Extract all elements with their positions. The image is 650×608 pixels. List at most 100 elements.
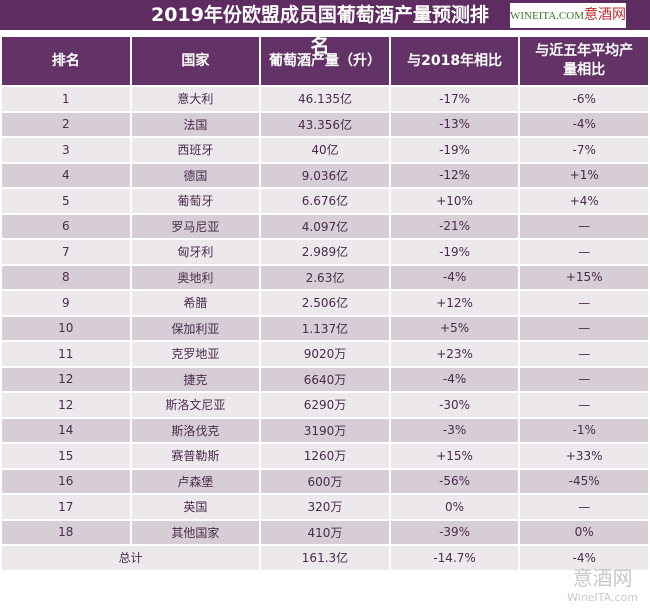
table-cell: — [518,365,650,393]
table-cell: 18 [0,518,132,546]
table-cell: 9 [0,289,132,317]
watermark: 意酒网 WineITA.com [567,568,638,604]
table-cell: +1% [518,161,650,189]
table-cell: 0% [518,518,650,546]
table-cell: 匈牙利 [129,238,262,266]
table-cell: -4% [388,365,521,393]
table-cell: -4% [518,110,650,138]
table-cell: 0% [388,493,521,521]
table-cell: -17% [388,85,521,113]
table-cell: 4.097亿 [259,212,391,240]
total-row: 总计 161.3亿 -14.7% -4% [0,544,650,572]
ranking-table: 排名 国家 葡萄酒产量（升） 与2018年相比 与近五年平均产量相比 1 意大利 46.13… [0,35,650,572]
table-cell: -19% [388,238,521,266]
table-cell: — [518,493,650,521]
table-cell: 1 [0,85,132,113]
table-row: 10 保加利亚 1.137亿 +5% — [0,314,650,342]
column-header: 与2018年相比 [388,35,521,87]
table-row: 5 葡萄牙 6.676亿 +10% +4% [0,187,650,215]
total-vs5yr: -4% [518,544,650,572]
table-row: 8 奥地利 2.63亿 -4% +15% [0,263,650,291]
table-cell: -30% [388,391,521,419]
table-row: 4 德国 9.036亿 -12% +1% [0,161,650,189]
table-cell: 6.676亿 [259,187,391,215]
table-cell: -45% [518,467,650,495]
table-cell: 9020万 [259,340,391,368]
table-row: 7 匈牙利 2.989亿 -19% — [0,238,650,266]
table-cell: +12% [388,289,521,317]
table-cell: 斯洛伐克 [129,416,262,444]
table-cell: 希腊 [129,289,262,317]
table-cell: 法国 [129,110,262,138]
table-cell: 6290万 [259,391,391,419]
column-header: 国家 [129,35,262,87]
table-cell: 克罗地亚 [129,340,262,368]
table-row: 3 西班牙 40亿 -19% -7% [0,136,650,164]
table-cell: 德国 [129,161,262,189]
table-cell: -12% [388,161,521,189]
table-row: 12 捷克 6640万 -4% — [0,365,650,393]
table-cell: 2.506亿 [259,289,391,317]
table-cell: 3 [0,136,132,164]
table-cell: 罗马尼亚 [129,212,262,240]
table-row: 15 赛普勒斯 1260万 +15% +33% [0,442,650,470]
page-title: 2019年份欧盟成员国葡萄酒产量预测排名 [151,4,489,57]
table-cell: 40亿 [259,136,391,164]
column-header: 与近五年平均产量相比 [518,35,650,87]
table-cell: 10 [0,314,132,342]
table-cell: — [518,314,650,342]
table-cell: -4% [388,263,521,291]
table-row: 1 意大利 46.135亿 -17% -6% [0,85,650,113]
table-cell: 6 [0,212,132,240]
table-cell: +15% [388,442,521,470]
table-cell: 15 [0,442,132,470]
total-production: 161.3亿 [259,544,391,572]
column-header: 葡萄酒产量（升） [259,35,391,87]
table-cell: 600万 [259,467,391,495]
total-label: 总计 [0,544,262,572]
table-cell: 16 [0,467,132,495]
table-cell: -1% [518,416,650,444]
table-cell: 卢森堡 [129,467,262,495]
table-cell: 12 [0,365,132,393]
table-cell: 1.137亿 [259,314,391,342]
table-cell: 奥地利 [129,263,262,291]
column-header: 排名 [0,35,132,87]
table-cell: -13% [388,110,521,138]
title-bar: 2019年份欧盟成员国葡萄酒产量预测排名 WINEITA.COM意酒网 [0,0,650,57]
table-cell: 320万 [259,493,391,521]
table-cell: +4% [518,187,650,215]
table-cell: -39% [388,518,521,546]
table-cell: 保加利亚 [129,314,262,342]
table-cell: 其他国家 [129,518,262,546]
table-cell: -7% [518,136,650,164]
table-cell: 46.135亿 [259,85,391,113]
table-cell: 1260万 [259,442,391,470]
table-cell: 5 [0,187,132,215]
table-row: 11 克罗地亚 9020万 +23% — [0,340,650,368]
table-row: 12 斯洛文尼亚 6290万 -30% — [0,391,650,419]
table-cell: 葡萄牙 [129,187,262,215]
table-cell: 2.989亿 [259,238,391,266]
table-cell: 11 [0,340,132,368]
table-cell: — [518,340,650,368]
table-cell: 12 [0,391,132,419]
table-cell: -21% [388,212,521,240]
table-cell: 意大利 [129,85,262,113]
table-cell: -56% [388,467,521,495]
table-row: 18 其他国家 410万 -39% 0% [0,518,650,546]
table-row: 9 希腊 2.506亿 +12% — [0,289,650,317]
table-cell: 捷克 [129,365,262,393]
table-row: 14 斯洛伐克 3190万 -3% -1% [0,416,650,444]
table-cell: 9.036亿 [259,161,391,189]
table-row: 6 罗马尼亚 4.097亿 -21% — [0,212,650,240]
table-cell: +10% [388,187,521,215]
table-cell: 410万 [259,518,391,546]
table-cell: 43.356亿 [259,110,391,138]
table-cell: -19% [388,136,521,164]
table-row: 2 法国 43.356亿 -13% -4% [0,110,650,138]
table-cell: 赛普勒斯 [129,442,262,470]
table-cell: +15% [518,263,650,291]
total-vs2018: -14.7% [388,544,521,572]
table-cell: — [518,238,650,266]
